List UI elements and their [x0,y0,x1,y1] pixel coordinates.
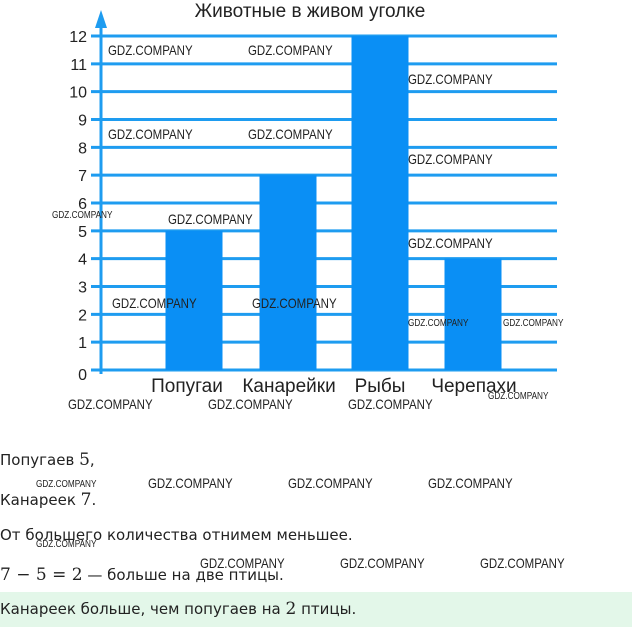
category-label: Рыбы [355,376,406,397]
y-tick-label: 12 [69,29,87,46]
watermark: GDZ.COMPANY [408,71,493,87]
line4-text: — больше на две птицы. [82,566,284,584]
answer-number: 2 [285,599,297,619]
solution-line-1: Попугаев 5, [0,450,95,470]
answer-end: птицы. [296,600,357,618]
line2-number: 7 [80,490,92,510]
watermark: GDZ.COMPANY [408,151,493,167]
solution-line-2: Канареек 7. [0,490,96,510]
line1-text: Попугаев [0,451,80,469]
solution-line-3: От большего количества отнимем меньшее. [0,526,353,544]
watermark: GDZ.COMPANY [112,295,197,311]
bars [165,36,502,370]
watermark: GDZ.COMPANY [52,210,113,221]
bar-1 [165,230,223,370]
watermark: GDZ.COMPANY [408,235,493,251]
y-tick-label: 6 [78,196,87,213]
watermark: GDZ.COMPANY [428,475,513,491]
category-labels: Попугаи Канарейки Рыбы Черепахи [151,376,517,397]
watermark: GDZ.COMPANY [208,396,293,412]
watermark: GDZ.COMPANY [340,555,425,571]
watermark: GDZ.COMPANY [168,211,253,227]
y-tick-label: 3 [78,280,87,297]
y-tick-label: 11 [70,57,87,74]
y-tick-label: 10 [69,85,87,102]
watermark: GDZ.COMPANY [503,318,564,329]
watermark: GDZ.COMPANY [36,539,97,550]
y-tick-label: 2 [78,307,87,324]
category-label: Канарейки [242,376,335,397]
watermark: GDZ.COMPANY [408,318,469,329]
line4-equation: 7 − 5 = 2 [0,565,83,585]
y-axis-arrow [95,10,107,28]
watermark: GDZ.COMPANY [68,396,153,412]
category-label: Черепахи [431,376,516,397]
answer-text: Канареек больше, чем попугаев на [0,600,286,618]
watermark: GDZ.COMPANY [108,126,193,142]
watermark: GDZ.COMPANY [480,555,565,571]
y-tick-label: 9 [78,113,87,130]
y-tick-label: 4 [78,252,87,269]
category-label: Попугаи [151,376,223,397]
watermark: GDZ.COMPANY [252,295,337,311]
line2-text: Канареек [0,491,81,509]
answer-box: Канареек больше, чем попугаев на 2 птицы… [0,592,632,627]
line2-end: . [91,491,97,509]
watermark: GDZ.COMPANY [36,479,97,490]
watermark: GDZ.COMPANY [488,391,549,402]
y-tick-label: 5 [78,224,87,241]
watermark: GDZ.COMPANY [288,475,373,491]
chart-title: Животные в живом уголке [195,1,426,22]
watermark: GDZ.COMPANY [108,42,193,58]
solution-line-4: 7 − 5 = 2 — больше на две птицы. [0,565,284,585]
bar-2 [259,175,317,370]
watermark: GDZ.COMPANY [148,475,233,491]
y-tick-label: 8 [78,140,87,157]
bar-3 [351,36,409,370]
watermark: GDZ.COMPANY [200,555,285,571]
bar-4 [444,258,502,370]
watermark: GDZ.COMPANY [248,126,333,142]
line1-end: , [89,451,95,469]
axes [95,10,107,374]
watermark: GDZ.COMPANY [348,396,433,412]
y-tick-label: 0 [78,367,87,384]
y-tick-label: 1 [78,335,87,352]
watermark: GDZ.COMPANY [248,42,333,58]
line1-number: 5 [79,450,90,470]
y-tick-label: 7 [78,168,87,185]
